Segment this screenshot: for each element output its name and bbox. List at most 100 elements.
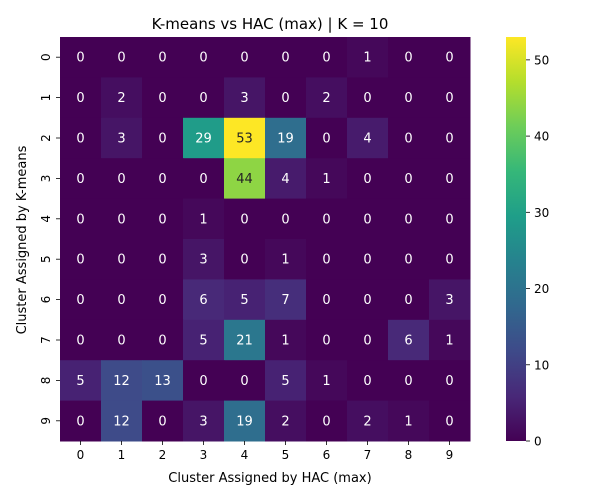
cell-value-label: 0 <box>240 374 248 389</box>
cell-value-label: 0 <box>445 212 453 227</box>
heatmap-cell <box>60 77 102 119</box>
cell-value-label: 0 <box>445 172 453 187</box>
cell-value-label: 0 <box>117 212 125 227</box>
cell-value-label: 0 <box>158 212 166 227</box>
heatmap-cell <box>183 158 225 200</box>
heatmap-cell <box>388 239 430 280</box>
heatmap-cell <box>306 400 348 442</box>
cell-value-label: 19 <box>236 414 253 429</box>
heatmap-cell <box>388 400 430 442</box>
heatmap-cell <box>142 117 184 159</box>
heatmap-cell <box>60 117 102 159</box>
heatmap-cell <box>347 239 389 280</box>
cell-value-label: 0 <box>281 91 289 106</box>
heatmap-cell <box>60 198 102 240</box>
heatmap-cell <box>183 239 225 280</box>
cell-value-label: 0 <box>240 212 248 227</box>
heatmap-cell <box>347 360 389 402</box>
cell-value-label: 1 <box>281 334 289 349</box>
colorbar-tick-label: 0 <box>534 435 542 449</box>
cell-value-label: 12 <box>113 374 130 389</box>
x-tick-label: 2 <box>159 448 167 462</box>
colorbar-tick-label: 30 <box>534 206 549 220</box>
cell-value-label: 0 <box>76 253 84 268</box>
cell-value-label: 0 <box>404 51 412 66</box>
cell-value-label: 44 <box>236 172 253 187</box>
heatmap-cell <box>429 279 471 321</box>
y-tick-label: 1 <box>39 94 53 102</box>
heatmap-cell <box>347 37 389 78</box>
heatmap-cell <box>429 400 471 442</box>
x-tick-label: 7 <box>364 448 372 462</box>
heatmap-cell <box>142 400 184 442</box>
heatmap-cell <box>183 37 225 78</box>
cell-value-label: 0 <box>445 51 453 66</box>
cell-value-label: 6 <box>199 293 207 308</box>
cell-value-label: 2 <box>322 91 330 106</box>
y-tick-label: 8 <box>39 377 53 385</box>
heatmap-cell <box>60 400 102 442</box>
heatmap-cell <box>142 77 184 119</box>
heatmap-cell <box>265 37 307 78</box>
cell-value-label: 0 <box>76 91 84 106</box>
x-tick-label: 3 <box>200 448 208 462</box>
heatmap-cell <box>306 77 348 119</box>
heatmap-cell <box>101 77 143 119</box>
cell-value-label: 0 <box>117 253 125 268</box>
x-tick-label: 1 <box>118 448 126 462</box>
heatmap-cell <box>388 279 430 321</box>
heatmap-cell <box>265 77 307 119</box>
colorbar-tick-label: 20 <box>534 282 549 296</box>
heatmap-cell <box>347 319 389 361</box>
x-tick-label: 5 <box>282 448 290 462</box>
heatmap-cell <box>265 360 307 402</box>
cell-value-label: 12 <box>113 414 130 429</box>
y-axis-ticks: 0 1 2 3 4 5 6 7 8 9 <box>39 53 60 425</box>
cell-value-label: 0 <box>322 212 330 227</box>
y-tick-label: 6 <box>39 296 53 304</box>
cell-value-label: 5 <box>76 374 84 389</box>
cell-value-label: 0 <box>158 132 166 147</box>
heatmap-cell <box>183 400 225 442</box>
cell-value-label: 6 <box>404 334 412 349</box>
heatmap-cell <box>224 279 266 321</box>
cell-value-label: 0 <box>76 212 84 227</box>
cell-value-label: 0 <box>158 91 166 106</box>
heatmap-cell <box>224 158 266 200</box>
cell-value-label: 0 <box>404 253 412 268</box>
heatmap-cell <box>388 158 430 200</box>
heatmap-cell <box>306 158 348 200</box>
heatmap-cell <box>142 158 184 200</box>
cell-value-label: 0 <box>404 172 412 187</box>
heatmap-cell <box>429 319 471 361</box>
x-axis-ticks: 0 1 2 3 4 5 6 7 8 9 <box>77 441 453 462</box>
heatmap-cell <box>388 37 430 78</box>
cell-value-label: 0 <box>199 374 207 389</box>
cell-value-label: 2 <box>117 91 125 106</box>
heatmap-cell <box>306 117 348 159</box>
heatmap-cell <box>60 279 102 321</box>
cell-value-label: 2 <box>281 414 289 429</box>
cell-value-label: 5 <box>240 293 248 308</box>
heatmap-cell <box>347 158 389 200</box>
heatmap-cell <box>101 279 143 321</box>
cell-value-label: 0 <box>199 172 207 187</box>
heatmap-cell <box>306 239 348 280</box>
heatmap-cell <box>183 198 225 240</box>
y-tick-label: 7 <box>39 336 53 344</box>
heatmap-cell <box>265 239 307 280</box>
chart-title: K-means vs HAC (max) | K = 10 <box>152 15 389 33</box>
heatmap-cell <box>347 400 389 442</box>
heatmap-cell <box>101 198 143 240</box>
heatmap-cell <box>224 239 266 280</box>
cell-value-label: 0 <box>322 334 330 349</box>
heatmap-cell <box>101 117 143 159</box>
heatmap-cell <box>142 319 184 361</box>
cell-value-label: 0 <box>445 414 453 429</box>
cell-value-label: 1 <box>199 212 207 227</box>
heatmap-cell <box>265 198 307 240</box>
heatmap-cell <box>306 198 348 240</box>
heatmap-cell <box>224 117 266 159</box>
cell-value-label: 0 <box>240 51 248 66</box>
